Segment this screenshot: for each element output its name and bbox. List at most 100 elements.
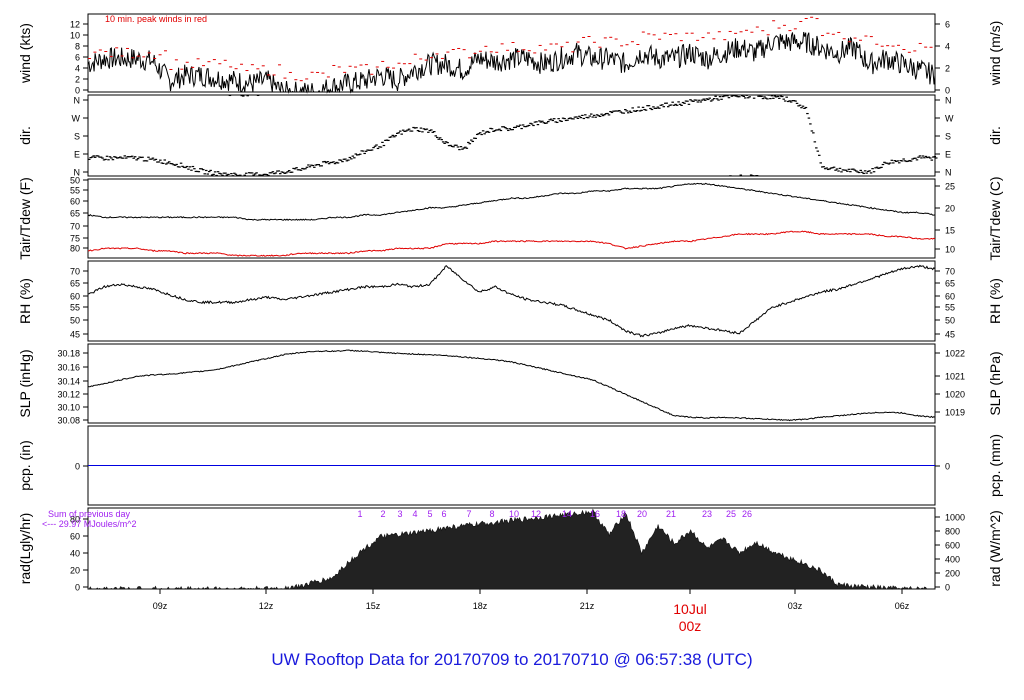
ytick-right-label: 15 xyxy=(945,226,955,236)
panel-temp xyxy=(83,178,940,259)
ytick-right-label: 0 xyxy=(945,462,950,472)
ytick-right-label: 1020 xyxy=(945,390,965,400)
ytick-right-label: S xyxy=(945,132,951,142)
ytick-left-label: 10 xyxy=(70,31,80,41)
ytick-left-label: 30.14 xyxy=(57,377,80,387)
ytick-left-label: 75 xyxy=(70,234,80,244)
ytick-left-label: 6 xyxy=(75,53,80,63)
ytick-right-label: 60 xyxy=(945,292,955,302)
midnight-date-label: 10Jul xyxy=(673,601,706,617)
wind-peak-annotation: 10 min. peak winds in red xyxy=(105,14,207,24)
panel-frame-temp xyxy=(87,178,936,259)
rad-hour-marker: 3 xyxy=(397,509,402,519)
xtick-label: 03z xyxy=(788,601,803,611)
ylabel-left: pcp. (in) xyxy=(17,440,33,491)
panel-rh xyxy=(83,260,940,342)
rad-hour-marker: 7 xyxy=(466,509,471,519)
ytick-left-label: 70 xyxy=(70,267,80,277)
ytick-left-label: 45 xyxy=(70,330,80,340)
ytick-left-label: 20 xyxy=(70,566,80,576)
rad-hour-marker: 2 xyxy=(380,509,385,519)
ytick-right-label: N xyxy=(945,168,952,178)
ytick-left-label: 60 xyxy=(70,197,80,207)
dewpoint-line xyxy=(87,230,936,257)
ytick-left-label: W xyxy=(72,114,81,124)
ytick-left-label: N xyxy=(74,168,81,178)
ytick-right-label: 2 xyxy=(945,64,950,74)
ytick-right-label: 10 xyxy=(945,245,955,255)
ytick-right-label: 55 xyxy=(945,303,955,313)
ytick-left-label: 4 xyxy=(75,64,80,74)
rad-note-sum: Sum of previous day xyxy=(48,509,131,519)
ytick-left-label: 65 xyxy=(70,209,80,219)
rad-hour-marker: 5 xyxy=(427,509,432,519)
rad-hour-marker: 4 xyxy=(412,509,417,519)
ytick-left-label: N xyxy=(74,96,81,106)
ytick-left-label: 2 xyxy=(75,75,80,85)
rad-hour-marker: 16 xyxy=(590,509,600,519)
panel-dir xyxy=(83,94,940,177)
ytick-right-label: 200 xyxy=(945,569,960,579)
ytick-right-label: 65 xyxy=(945,279,955,289)
rad-hour-marker: 21 xyxy=(666,509,676,519)
xtick-label: 09z xyxy=(153,601,168,611)
ylabel-right: SLP (hPa) xyxy=(987,351,1003,415)
ytick-right-label: 400 xyxy=(945,555,960,565)
ylabel-right: wind (m/s) xyxy=(987,21,1003,87)
ytick-right-label: E xyxy=(945,150,951,160)
ytick-left-label: 80 xyxy=(70,515,80,525)
rad-hour-marker: 25 xyxy=(726,509,736,519)
figure-title: UW Rooftop Data for 20170709 to 20170710… xyxy=(271,650,753,669)
ytick-left-label: 70 xyxy=(70,222,80,232)
ytick-left-label: S xyxy=(74,132,80,142)
panel-frame-rh xyxy=(87,260,936,342)
rad-note-value: <--- 29.97 MJoules/m^2 xyxy=(42,519,137,529)
ylabel-right: Tair/Tdew (C) xyxy=(987,176,1003,260)
ytick-left-label: E xyxy=(74,150,80,160)
ylabel-left: SLP (inHg) xyxy=(17,349,33,417)
ytick-right-label: 25 xyxy=(945,182,955,192)
rad-hour-marker: 6 xyxy=(441,509,446,519)
ytick-left-label: 40 xyxy=(70,549,80,559)
rad-hour-marker: 26 xyxy=(742,509,752,519)
ytick-left-label: 50 xyxy=(70,176,80,186)
rh-line xyxy=(87,264,936,338)
ytick-right-label: 70 xyxy=(945,267,955,277)
ytick-left-label: 30.16 xyxy=(57,363,80,373)
xtick-label: 18z xyxy=(473,601,488,611)
ytick-right-label: 1000 xyxy=(945,513,965,523)
radiation-area xyxy=(88,508,936,590)
ytick-right-label: 50 xyxy=(945,316,955,326)
ytick-right-label: 6 xyxy=(945,20,950,30)
ytick-left-label: 0 xyxy=(75,86,80,96)
ytick-left-label: 8 xyxy=(75,42,80,52)
ytick-right-label: 20 xyxy=(945,204,955,214)
ytick-left-label: 30.08 xyxy=(57,416,80,426)
ytick-left-label: 0 xyxy=(75,583,80,593)
ylabel-right: dir. xyxy=(987,126,1003,145)
ytick-right-label: W xyxy=(945,114,954,124)
rad-hour-marker: 14 xyxy=(562,509,572,519)
panel-frame-wind xyxy=(87,13,936,93)
xtick-label: 21z xyxy=(580,601,595,611)
ylabel-left: wind (kts) xyxy=(17,23,33,84)
ytick-right-label: 4 xyxy=(945,42,950,52)
rad-hour-marker: 8 xyxy=(489,509,494,519)
ytick-right-label: N xyxy=(945,96,952,106)
xtick-label: 06z xyxy=(895,601,910,611)
ytick-right-label: 0 xyxy=(945,583,950,593)
ytick-left-label: 30.10 xyxy=(57,403,80,413)
rad-hour-marker: 10 xyxy=(509,509,519,519)
ylabel-right: pcp. (mm) xyxy=(987,434,1003,497)
panel-pcp xyxy=(83,425,940,506)
panel-rad xyxy=(83,507,940,590)
midnight-time-label: 00z xyxy=(679,618,702,634)
panel-frame-slp xyxy=(87,343,936,424)
slp-line xyxy=(87,349,936,422)
xtick-label: 12z xyxy=(259,601,274,611)
air-temp-line xyxy=(87,182,936,221)
ylabel-right: RH (%) xyxy=(987,278,1003,324)
ytick-right-label: 1022 xyxy=(945,349,965,359)
ytick-right-label: 45 xyxy=(945,330,955,340)
